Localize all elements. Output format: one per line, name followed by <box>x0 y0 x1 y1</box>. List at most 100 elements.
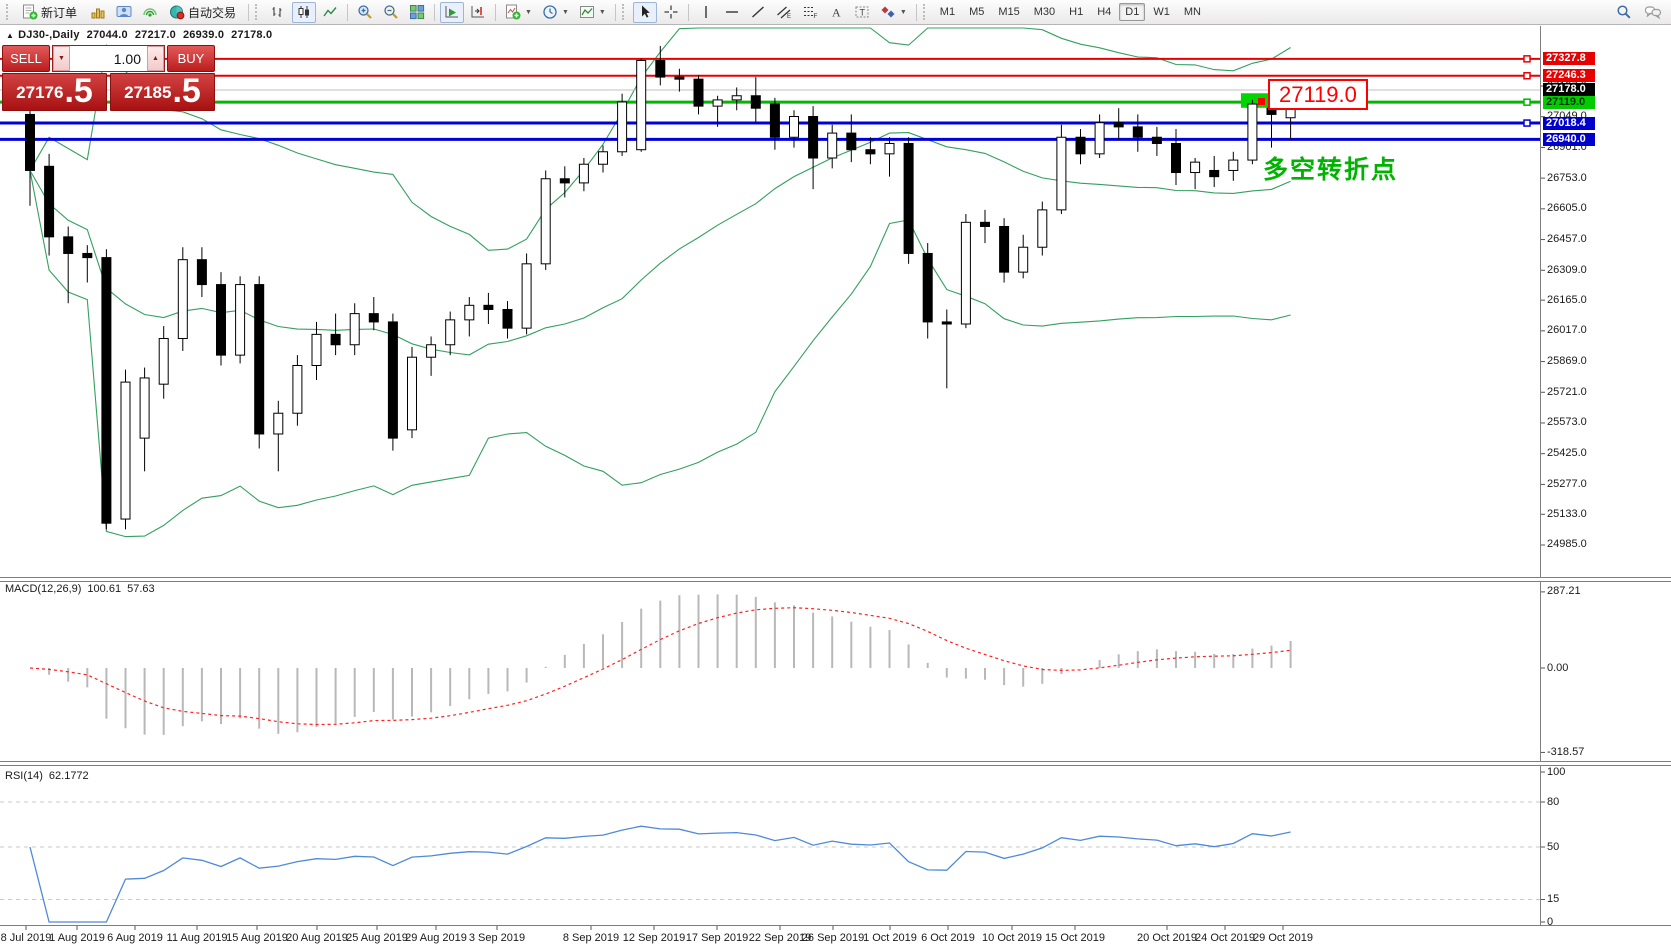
equidistant-channel-tool-button[interactable]: E <box>772 2 796 23</box>
rsi-axis-tick-label: 15 <box>1547 893 1560 905</box>
price-callout-label[interactable]: 27119.0 <box>1268 79 1368 110</box>
date-axis-label: 8 Jul 2019 <box>0 932 52 944</box>
timeframe-button-h1[interactable]: H1 <box>1069 6 1084 18</box>
candle-body <box>1171 142 1181 174</box>
charts-button[interactable] <box>86 2 110 23</box>
line-handle <box>1523 98 1531 106</box>
crosshair-button[interactable] <box>659 2 683 23</box>
candle-body <box>483 304 494 310</box>
sell-price-display[interactable]: 27176 .5 <box>2 73 107 111</box>
bollinger-bands <box>29 27 1291 538</box>
horizontal-line-icon <box>725 11 738 13</box>
buy-price-display[interactable]: 27185 .5 <box>110 73 215 111</box>
cursor-button[interactable] <box>632 1 657 23</box>
dropdown-caret-icon: ▼ <box>561 8 569 16</box>
autotrading-button[interactable]: 自动交易 <box>164 2 243 23</box>
timeframe-button-m30[interactable]: M30 <box>1033 6 1056 18</box>
zoom-in-button[interactable] <box>353 2 377 23</box>
arrows-tool-button[interactable]: ▼ <box>876 2 911 23</box>
volume-decrease-button[interactable]: ▼ <box>53 46 70 71</box>
date-axis-label: 6 Oct 2019 <box>921 932 975 944</box>
candle-body <box>884 142 895 155</box>
svg-text:F: F <box>813 13 817 20</box>
buy-button[interactable]: BUY <box>167 45 215 72</box>
date-axis-label: 15 Oct 2019 <box>1045 932 1105 944</box>
volume-input[interactable]: 1.00 <box>113 50 141 67</box>
crosshair-icon <box>664 5 678 19</box>
vertical-line-tool-button[interactable] <box>694 2 718 23</box>
volume-increase-button[interactable]: ▲ <box>147 46 164 71</box>
text-a-icon: A <box>832 6 841 20</box>
pane-separator-rsi[interactable] <box>0 761 1671 766</box>
chinese-note-text[interactable]: 多空转折点 <box>1263 156 1399 184</box>
macd-axis-tick-label: -318.57 <box>1547 745 1585 758</box>
date-axis-label: 20 Oct 2019 <box>1137 932 1197 944</box>
auto-scroll-icon <box>445 6 459 18</box>
zoom-out-button[interactable] <box>379 2 403 23</box>
price-level-axis-label: 27119.0 <box>1543 95 1595 109</box>
auto-scroll-button[interactable] <box>440 1 465 23</box>
ohlc-close: 27178.0 <box>231 29 273 41</box>
candle-body <box>922 252 933 323</box>
text-tool-button[interactable]: A <box>824 2 848 23</box>
chart-shift-button[interactable] <box>466 2 490 23</box>
price-axis-tick-label: 25277.0 <box>1547 477 1587 490</box>
candlestick-icon <box>298 6 310 18</box>
candlestick-mode-button[interactable] <box>292 1 317 23</box>
clock-icon <box>543 5 557 19</box>
candle-body <box>617 101 628 153</box>
timeframe-button-d1[interactable]: D1 <box>1119 3 1146 21</box>
timeframe-button-m1[interactable]: M1 <box>939 6 956 18</box>
candle-body <box>139 377 150 439</box>
candle-body <box>999 225 1010 273</box>
price-axis-tick-label: 26605.0 <box>1547 202 1587 215</box>
signals-button[interactable] <box>138 2 162 23</box>
trendline-tool-button[interactable] <box>746 2 770 23</box>
date-axis-label: 1 Aug 2019 <box>49 932 105 944</box>
timeframe-button-h4[interactable]: H4 <box>1097 6 1112 18</box>
candle-body <box>292 365 303 414</box>
main-toolbar: 新订单 自动交易 <box>0 0 1671 25</box>
market-watch-button[interactable] <box>112 2 136 23</box>
price-level-axis-label: 27018.4 <box>1543 116 1595 130</box>
macd-signal-line <box>29 607 1291 726</box>
price-axis-tick-label: 26457.0 <box>1547 233 1587 246</box>
bar-chart-mode-button[interactable] <box>266 2 290 23</box>
volume-stepper: ▼ 1.00 ▲ <box>52 45 165 72</box>
candle-body <box>712 99 723 107</box>
macd-signal-value: 57.63 <box>127 583 155 595</box>
horizontal-line-tool-button[interactable] <box>720 2 744 23</box>
timeframe-button-mn[interactable]: MN <box>1183 6 1201 18</box>
timeframe-button-m15[interactable]: M15 <box>998 6 1020 18</box>
candle-body <box>158 338 169 385</box>
candle-body <box>25 113 35 171</box>
chat-button[interactable] <box>1640 2 1666 23</box>
text-label-tool-button[interactable]: T <box>850 2 874 23</box>
fibonacci-tool-button[interactable]: F <box>798 2 822 23</box>
candle-body <box>1056 136 1067 211</box>
candle-body <box>674 76 685 80</box>
candle-body <box>387 321 398 439</box>
timeframe-button-w1[interactable]: W1 <box>1153 6 1170 18</box>
line-handle <box>1523 72 1531 80</box>
candle-body <box>63 236 74 254</box>
search-button[interactable] <box>1612 2 1636 23</box>
toolbar-separator <box>915 3 917 21</box>
macd-main-value: 100.61 <box>87 583 122 595</box>
line-chart-mode-button[interactable] <box>318 2 342 23</box>
indicators-button[interactable]: ▼ <box>501 2 536 23</box>
pane-separator-macd[interactable] <box>0 577 1671 582</box>
toolbar-separator <box>687 3 689 21</box>
price-axis-tick-label: 24985.0 <box>1547 538 1587 551</box>
ohlc-low: 26939.0 <box>182 29 225 41</box>
time-axis-border <box>0 925 1671 926</box>
templates-button[interactable]: ▼ <box>575 2 610 23</box>
periods-button[interactable]: ▼ <box>538 2 573 23</box>
candle-body <box>1132 126 1143 138</box>
sell-button[interactable]: SELL <box>2 45 50 72</box>
new-order-button[interactable]: 新订单 <box>17 2 84 23</box>
tile-windows-button[interactable] <box>405 2 429 23</box>
timeframe-button-m5[interactable]: M5 <box>969 6 985 18</box>
